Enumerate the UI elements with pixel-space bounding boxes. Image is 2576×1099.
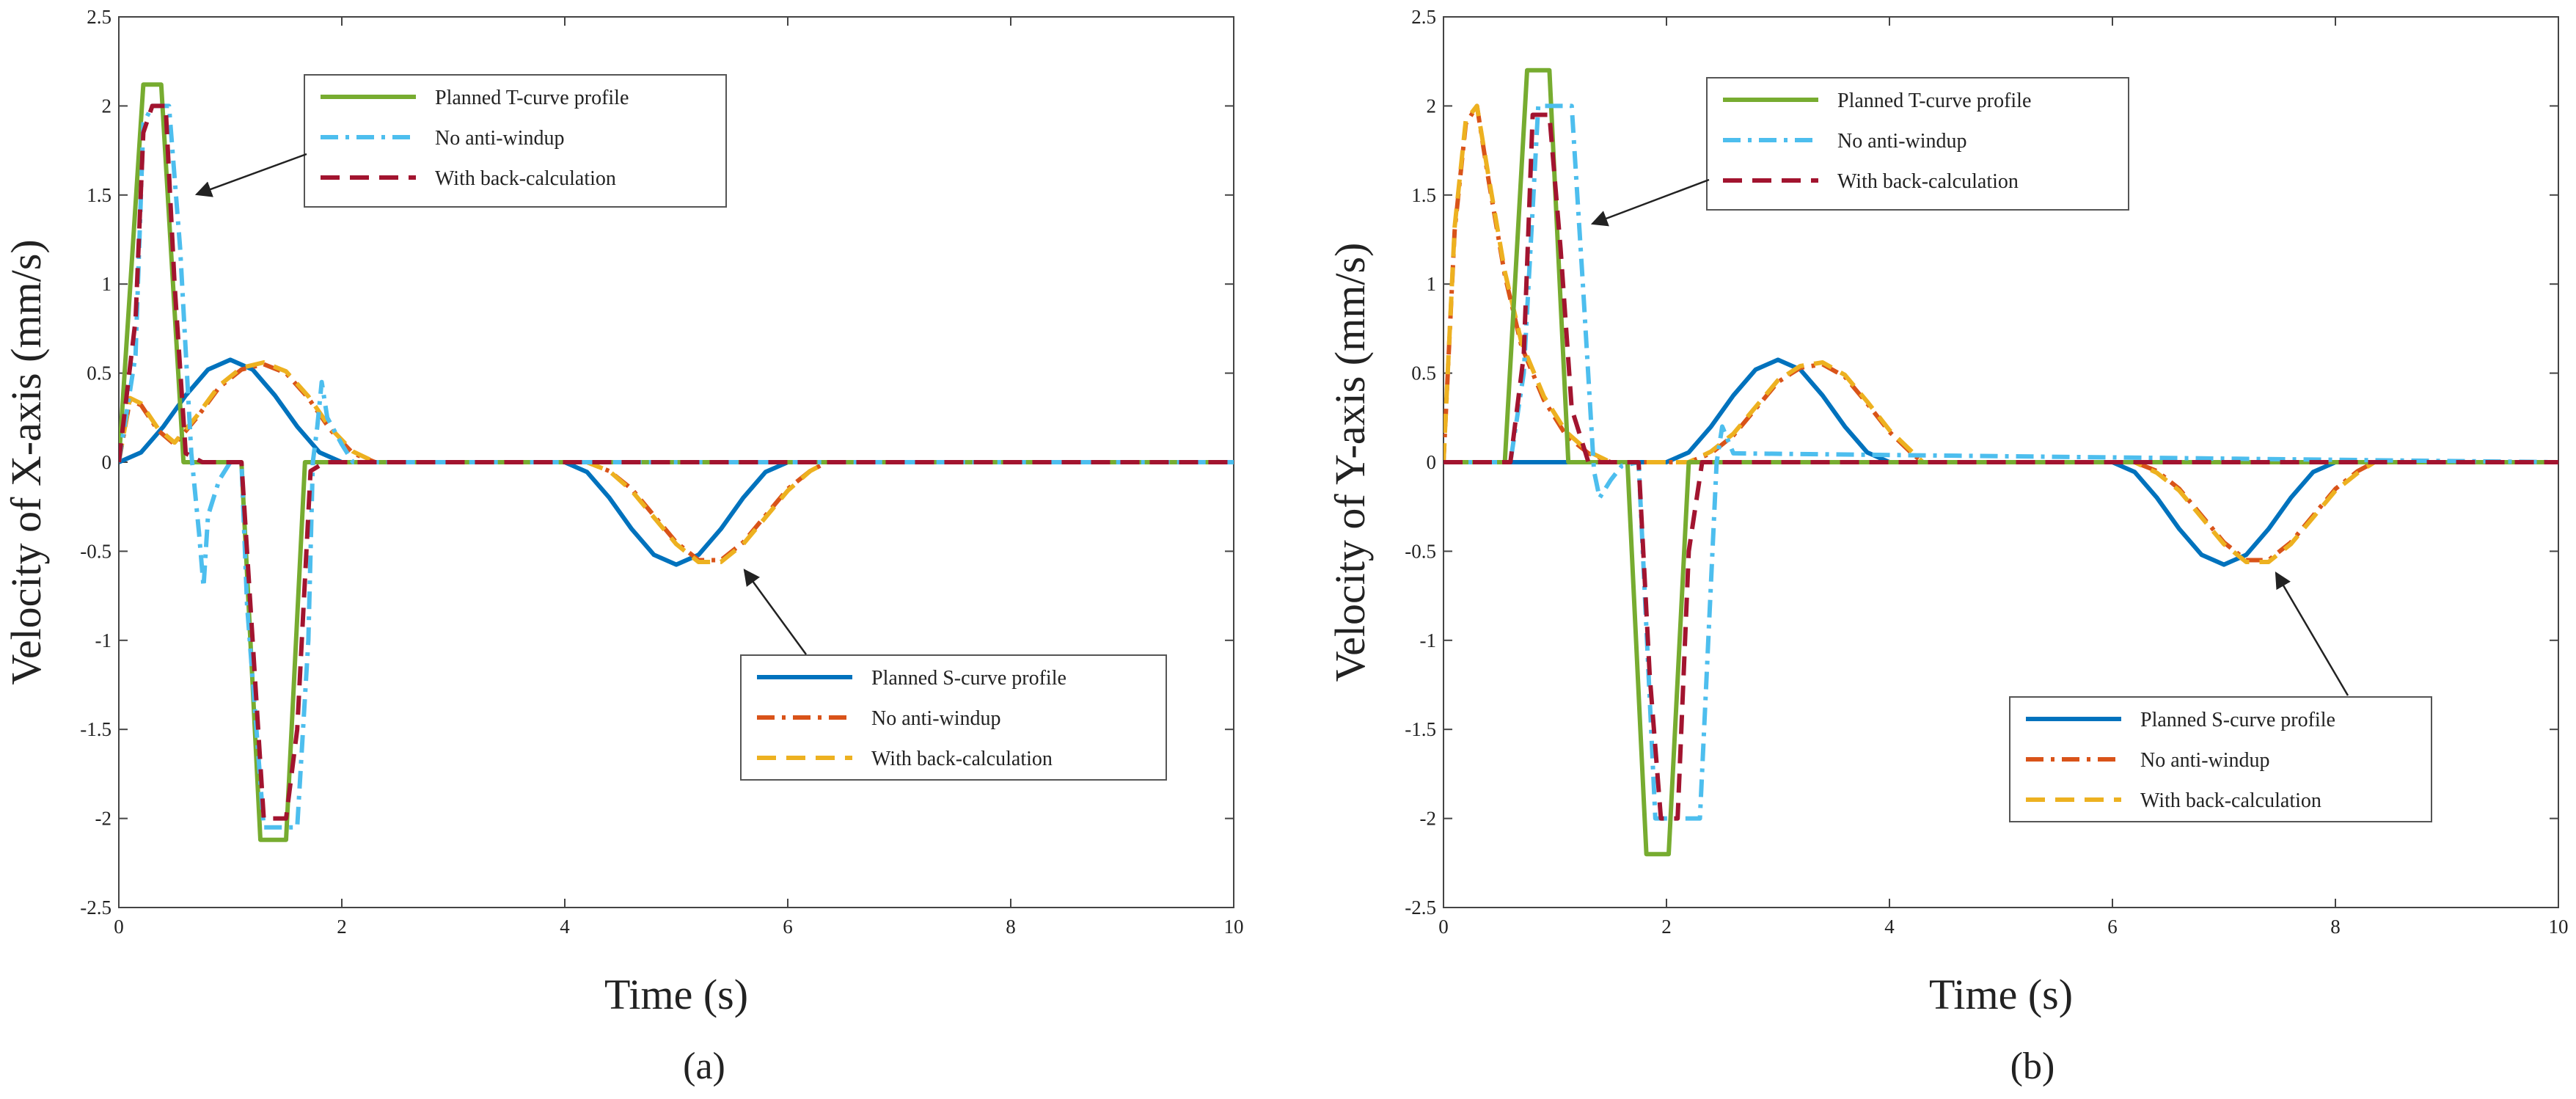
legend-entry: No anti-windup	[435, 127, 565, 150]
legend-entry: With back-calculation	[871, 748, 1053, 770]
legend-entry: With back-calculation	[2140, 789, 2321, 812]
x-tick-label: 4	[1884, 916, 1895, 938]
legend-t-curve: Planned T-curve profile No anti-windup Wit…	[1706, 77, 2129, 211]
y-tick-label: 1	[102, 273, 112, 295]
x-tick-label: 10	[2549, 916, 2569, 938]
legend-entry: With back-calculation	[1837, 170, 2019, 193]
y-tick-label: 0.5	[87, 362, 111, 384]
y-tick-label: -1	[1420, 629, 1437, 651]
x-tick-label: 2	[1661, 916, 1672, 938]
y-tick-label: -1.5	[80, 718, 111, 740]
y-tick-label: -1.5	[1405, 718, 1436, 740]
x-tick-label: 10	[1224, 916, 1244, 938]
legend-entry: No anti-windup	[2140, 749, 2270, 772]
y-tick-label: 1.5	[87, 184, 111, 206]
legend-entry: Planned T-curve profile	[435, 87, 629, 109]
annotation-arrow	[1590, 178, 1710, 227]
annotation-arrow	[2275, 572, 2349, 696]
y-tick-label: 0	[102, 451, 112, 473]
x-tick-label: 8	[1006, 916, 1016, 938]
series-group	[1443, 67, 2558, 857]
y-tick-label: -2	[95, 808, 112, 830]
y-tick-label: -0.5	[80, 540, 111, 562]
x-tick-label: 4	[560, 916, 570, 938]
y-tick-label: -2	[1420, 808, 1437, 830]
series-line	[1443, 67, 2558, 857]
y-tick-label: 2.5	[87, 6, 111, 28]
series-line	[1443, 112, 2558, 821]
chart-a: 2.521.510.50-0.5-1-1.5-2-2.50 2 4 6 8 10Veloc…	[2, 6, 1244, 1087]
legend-s-curve: Planned S-curve profile No anti-windup Wit…	[740, 654, 1167, 781]
x-tick-label: 8	[2330, 916, 2341, 938]
y-tick-label: 2.5	[1411, 6, 1436, 28]
y-axis-label: Velocity of Y-axis (mm/s)	[1326, 243, 1374, 682]
panel-label: (b)	[2010, 1045, 2055, 1087]
x-tick-label: 2	[337, 916, 347, 938]
x-axis-label: Time (s)	[1929, 971, 2073, 1018]
legend-entry: Planned T-curve profile	[1837, 90, 2031, 112]
series-line	[1443, 103, 2558, 564]
y-tick-label: 1.5	[1411, 184, 1436, 206]
legend-t-curve: Planned T-curve profile No anti-windup Wit…	[304, 74, 727, 208]
legend-entry: No anti-windup	[871, 707, 1001, 730]
x-tick-label: 0	[114, 916, 124, 938]
y-tick-label: 1	[1427, 273, 1437, 295]
y-tick-label: 0	[1427, 451, 1437, 473]
legend-entry: Planned S-curve profile	[2140, 709, 2335, 731]
y-tick-label: 0.5	[1411, 362, 1436, 384]
annotation-arrow	[743, 569, 808, 655]
legend-s-curve: Planned S-curve profile No anti-windup Wit…	[2009, 696, 2432, 822]
series-line	[119, 103, 1234, 821]
legend-entry: With back-calculation	[435, 167, 616, 190]
y-tick-label: -0.5	[1405, 540, 1436, 562]
y-tick-label: -2.5	[1405, 897, 1436, 919]
y-axis-label: Velocity of X-axis (mm/s)	[2, 239, 50, 684]
series-group	[119, 82, 1234, 842]
x-tick-label: 0	[1438, 916, 1449, 938]
legend-entry: No anti-windup	[1837, 130, 1967, 153]
y-tick-label: 2	[102, 95, 112, 117]
y-tick-label: -2.5	[80, 897, 111, 919]
annotation-arrow	[194, 153, 307, 197]
y-tick-label: 2	[1427, 95, 1437, 117]
series-line	[119, 103, 1234, 830]
x-tick-label: 6	[783, 916, 793, 938]
x-axis-label: Time (s)	[604, 971, 748, 1018]
chart-b: 2.521.510.50-0.5-1-1.5-2-2.50 2 4 6 8 10Veloc…	[1326, 6, 2569, 1087]
panel-label: (a)	[683, 1045, 725, 1087]
y-tick-label: -1	[95, 629, 112, 651]
legend-entry: Planned S-curve profile	[871, 667, 1066, 690]
x-tick-label: 6	[2107, 916, 2118, 938]
